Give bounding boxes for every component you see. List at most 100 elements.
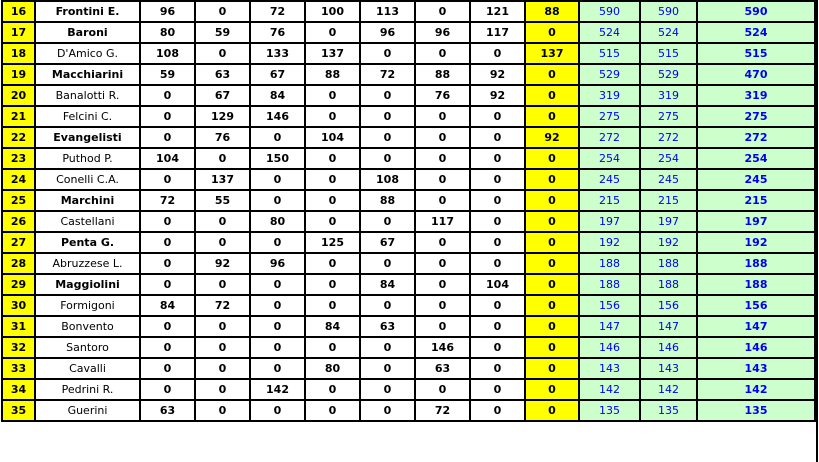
score-cell: 0 — [414, 378, 471, 401]
player-name-cell: Castellani — [34, 210, 141, 233]
rank-cell: 17 — [1, 21, 36, 44]
total-cell-2: 272 — [639, 126, 698, 149]
rank-cell: 16 — [1, 0, 36, 23]
score-cell: 150 — [249, 147, 306, 170]
player-name-cell: Frontini E. — [34, 0, 141, 23]
score-cell: 0 — [304, 84, 361, 107]
table-right-edge-line — [816, 0, 818, 462]
total-cell-1: 147 — [578, 315, 641, 338]
total-cell-2: 192 — [639, 231, 698, 254]
player-name-cell: Santoro — [34, 336, 141, 359]
score-cell: 0 — [249, 294, 306, 317]
score-cell: 0 — [304, 252, 361, 275]
table-row: 21 Felcini C. 0 129 146 0 0 0 0 0 275 27… — [1, 105, 816, 128]
score-cell: 146 — [414, 336, 471, 359]
total-cell-1: 275 — [578, 105, 641, 128]
score-cell: 0 — [249, 189, 306, 212]
score-cell: 104 — [469, 273, 526, 296]
rank-cell: 33 — [1, 357, 36, 380]
rank-cell: 25 — [1, 189, 36, 212]
total-cell-2: 147 — [639, 315, 698, 338]
total-cell-final: 135 — [696, 399, 816, 422]
score-cell: 72 — [139, 189, 196, 212]
total-cell-1: 146 — [578, 336, 641, 359]
score-cell: 108 — [139, 42, 196, 65]
score-cell: 0 — [139, 126, 196, 149]
table-row: 16 Frontini E. 96 0 72 100 113 0 121 88 … — [1, 0, 816, 23]
score-cell: 137 — [194, 168, 251, 191]
score-cell: 121 — [469, 0, 526, 23]
score-cell: 125 — [304, 231, 361, 254]
score-cell: 0 — [194, 42, 251, 65]
score-cell: 0 — [359, 105, 416, 128]
score-cell: 142 — [249, 378, 306, 401]
total-cell-1: 197 — [578, 210, 641, 233]
total-cell-1: 245 — [578, 168, 641, 191]
rank-cell: 20 — [1, 84, 36, 107]
score-cell: 80 — [304, 357, 361, 380]
bonus-cell: 0 — [524, 294, 580, 317]
score-cell: 0 — [139, 105, 196, 128]
table-row: 34 Pedrini R. 0 0 142 0 0 0 0 0 142 142 … — [1, 378, 816, 401]
player-name-cell: D'Amico G. — [34, 42, 141, 65]
score-cell: 0 — [469, 378, 526, 401]
score-cell: 0 — [194, 0, 251, 23]
player-name-cell: Baroni — [34, 21, 141, 44]
total-cell-final: 515 — [696, 42, 816, 65]
player-name-cell: Abruzzese L. — [34, 252, 141, 275]
score-cell: 0 — [414, 294, 471, 317]
total-cell-1: 188 — [578, 273, 641, 296]
score-cell: 0 — [139, 231, 196, 254]
bonus-cell: 0 — [524, 315, 580, 338]
total-cell-1: 515 — [578, 42, 641, 65]
score-cell: 76 — [194, 126, 251, 149]
score-cell: 84 — [249, 84, 306, 107]
table-row: 20 Banalotti R. 0 67 84 0 0 76 92 0 319 … — [1, 84, 816, 107]
score-cell: 0 — [304, 273, 361, 296]
bonus-cell: 0 — [524, 147, 580, 170]
score-cell: 0 — [469, 168, 526, 191]
total-cell-final: 524 — [696, 21, 816, 44]
total-cell-final: 245 — [696, 168, 816, 191]
rank-cell: 23 — [1, 147, 36, 170]
score-cell: 0 — [359, 336, 416, 359]
score-cell: 0 — [139, 315, 196, 338]
total-cell-2: 275 — [639, 105, 698, 128]
score-cell: 0 — [469, 399, 526, 422]
total-cell-1: 135 — [578, 399, 641, 422]
score-cell: 117 — [414, 210, 471, 233]
score-cell: 96 — [249, 252, 306, 275]
score-cell: 92 — [469, 63, 526, 86]
score-cell: 104 — [139, 147, 196, 170]
total-cell-1: 272 — [578, 126, 641, 149]
score-cell: 0 — [249, 231, 306, 254]
score-cell: 76 — [249, 21, 306, 44]
score-cell: 0 — [139, 252, 196, 275]
table-row: 32 Santoro 0 0 0 0 0 146 0 0 146 146 146 — [1, 336, 816, 359]
score-cell: 0 — [304, 399, 361, 422]
score-cell: 0 — [194, 399, 251, 422]
total-cell-final: 272 — [696, 126, 816, 149]
score-cell: 0 — [359, 42, 416, 65]
score-cell: 0 — [359, 294, 416, 317]
table-row: 23 Puthod P. 104 0 150 0 0 0 0 0 254 254… — [1, 147, 816, 170]
total-cell-final: 156 — [696, 294, 816, 317]
score-cell: 0 — [304, 189, 361, 212]
player-name-cell: Formigoni — [34, 294, 141, 317]
total-cell-2: 143 — [639, 357, 698, 380]
table-row: 17 Baroni 80 59 76 0 96 96 117 0 524 524… — [1, 21, 816, 44]
score-cell: 0 — [469, 147, 526, 170]
score-cell: 80 — [249, 210, 306, 233]
total-cell-1: 254 — [578, 147, 641, 170]
total-cell-1: 143 — [578, 357, 641, 380]
total-cell-2: 156 — [639, 294, 698, 317]
score-cell: 108 — [359, 168, 416, 191]
score-cell: 129 — [194, 105, 251, 128]
bonus-cell: 0 — [524, 273, 580, 296]
total-cell-2: 135 — [639, 399, 698, 422]
table-row: 24 Conelli C.A. 0 137 0 0 108 0 0 0 245 … — [1, 168, 816, 191]
score-cell: 0 — [359, 399, 416, 422]
score-cell: 0 — [469, 42, 526, 65]
table-row: 31 Bonvento 0 0 0 84 63 0 0 0 147 147 14… — [1, 315, 816, 338]
total-cell-2: 515 — [639, 42, 698, 65]
